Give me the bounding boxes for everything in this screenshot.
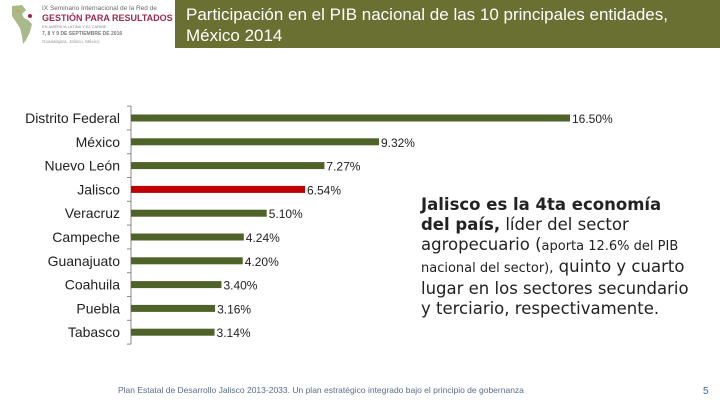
category-label: México xyxy=(76,134,121,150)
data-label: 5.10% xyxy=(269,207,303,221)
logo-line2: GESTIÓN PARA RESULTADOS xyxy=(42,13,173,23)
category-label: Veracruz xyxy=(65,205,120,221)
americas-map-icon xyxy=(12,5,32,44)
logo-line1: IX Seminario Internacional de la Red de xyxy=(42,5,157,12)
data-label: 3.16% xyxy=(217,302,251,316)
bar-coahuila xyxy=(131,281,222,289)
data-label: 9.32% xyxy=(381,136,415,150)
category-label: Puebla xyxy=(76,300,120,316)
summary-contribution: aporta 12.6% del PIB nacional del sector… xyxy=(421,239,679,276)
bar-méxico xyxy=(131,138,379,146)
seminar-logo: IX Seminario Internacional de la Red de … xyxy=(6,2,173,46)
page-number: 5 xyxy=(703,386,709,397)
data-label: 7.27% xyxy=(326,160,360,174)
category-label: Campeche xyxy=(52,229,120,245)
data-label: 3.40% xyxy=(223,279,257,293)
logo-line4: 7, 8 Y 9 DE SEPTIEMBRE DE 2016 xyxy=(42,31,123,37)
pib-bar-chart: Distrito Federal 16.50% México 9.32% Nuevo L… xyxy=(25,105,613,345)
summary-ranking: quinto y cuarto lugar en los sectores se… xyxy=(421,257,689,318)
bar-guanajuato xyxy=(131,257,243,265)
data-label: 3.14% xyxy=(217,326,251,340)
category-label: Jalisco xyxy=(77,181,120,197)
category-label: Distrito Federal xyxy=(25,110,120,126)
bar-puebla xyxy=(131,304,216,312)
logo-line3: EN AMÉRICA LATINA Y EL CARIBE xyxy=(42,24,107,29)
summary-highlight: Jalisco es la 4ta economía del país, xyxy=(421,195,662,234)
category-label: Tabasco xyxy=(68,324,120,340)
title-bar xyxy=(175,0,720,48)
category-label: Guanajuato xyxy=(48,253,121,269)
category-label: Coahuila xyxy=(65,277,120,293)
bar-jalisco xyxy=(131,185,306,193)
data-label: 6.54% xyxy=(307,183,341,197)
logo-line5: Guadalajara, Jalisco, México xyxy=(42,39,100,44)
page-title: Participación en el PIB nacional de las … xyxy=(186,5,668,45)
data-label: 4.20% xyxy=(245,255,279,269)
bar-nuevo-león xyxy=(131,162,325,170)
category-label: Nuevo León xyxy=(44,158,120,174)
bar-campeche xyxy=(131,233,244,241)
header: IX Seminario Internacional de la Red de … xyxy=(0,0,720,48)
summary-sector: líder del sector agropecuario ( xyxy=(421,215,629,254)
bar-veracruz xyxy=(131,209,267,217)
jalisco-summary: Jalisco es la 4ta economía del país, líd… xyxy=(421,195,691,319)
bar-distrito-federal xyxy=(131,114,570,122)
bar-tabasco xyxy=(131,328,215,336)
data-label: 4.24% xyxy=(246,231,280,245)
data-label: 16.50% xyxy=(572,112,613,126)
footer-text: Plan Estatal de Desarrollo Jalisco 2013-… xyxy=(118,385,524,395)
